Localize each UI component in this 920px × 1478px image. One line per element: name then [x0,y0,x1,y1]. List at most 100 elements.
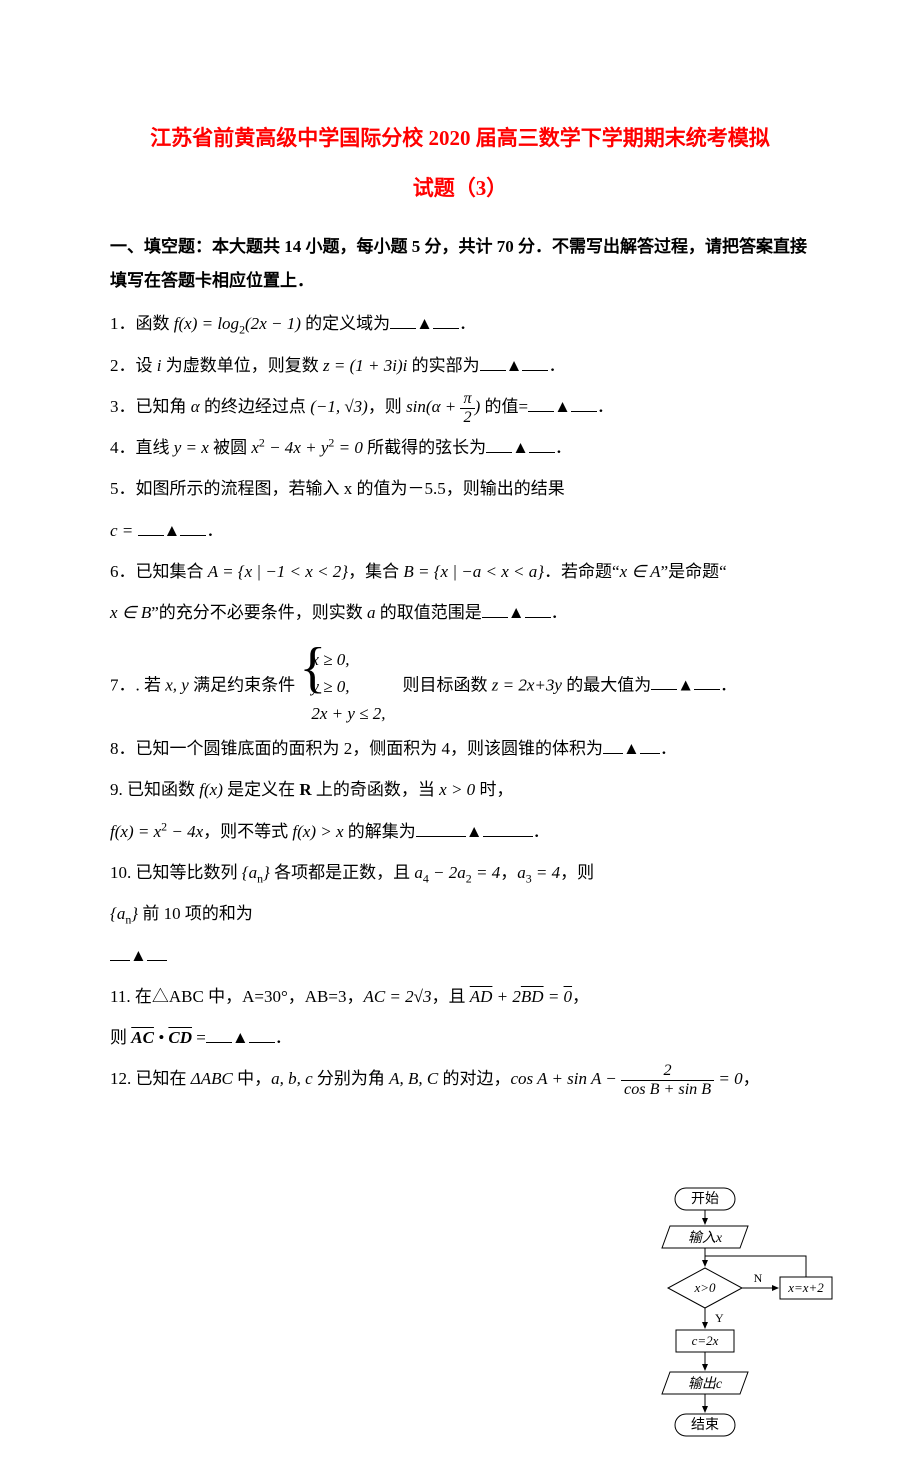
q9-R: R [299,780,311,799]
q3-post: 的值= [480,397,528,416]
q6-mid3: ”是命题“ [661,562,727,581]
q12-mid1: 中， [233,1069,271,1088]
question-5: 5．如图所示的流程图，若输入 x 的值为－5.5，则输出的结果 [110,469,810,508]
q4-circle: x2 − 4x + y2 = 0 [251,438,363,457]
q10-an: {an} [242,863,270,882]
fc-yes: Y [715,1311,724,1325]
q2-post: 的实部为 [407,356,479,375]
blank [522,353,548,371]
q3-alpha: α [191,397,200,416]
q11-post: ， [572,987,589,1006]
blank [640,736,660,754]
flowchart: 开始 输入x x>0 N x=x+2 Y c=2x [630,1184,840,1478]
blank [486,435,512,453]
question-10b: {an} 前 10 项的和为 [110,894,810,934]
q11-mid: ，且 [431,987,469,1006]
q10b-an: {an} [110,904,138,923]
q12-pre: 12. 已知在 [110,1069,191,1088]
q4-pre: 4．直线 [110,438,174,457]
q12-eq: cos A + sin A − 2cos B + sin B = 0 [511,1069,743,1088]
q12-abc: ΔABC [191,1069,233,1088]
q6-A: A = {x | −1 < x < 2} [208,562,348,581]
fc-end: 结束 [691,1417,719,1433]
q9-mid3: 时， [475,780,513,799]
q9-post: 的解集为 [344,822,416,841]
blank [110,943,130,961]
q4-post: 所截得的弦长为 [363,438,486,457]
question-7: 7．. 若 x, y 满足约束条件 { x ≥ 0, y ≥ 0, 2x + y… [110,646,810,728]
blank [433,311,459,329]
blank [571,394,597,412]
q12-sides: a, b, c [271,1069,313,1088]
section-header: 一、填空题：本大题共 14 小题，每小题 5 分，共计 70 分．不需写出解答过… [110,230,810,298]
blank-marker: ▲ [508,603,525,622]
q6-mid4: ”的充分不必要条件，则实数 [151,603,367,622]
q12-angles: A, B, C [389,1069,438,1088]
q11-ac: AC = 2√3 [363,987,431,1006]
q11b-pre: 则 [110,1028,131,1047]
question-8: 8．已知一个圆锥底面的面积为 2，侧面积为 4，则该圆锥的体积为▲． [110,729,810,768]
q3-mid2: ，则 [368,397,406,416]
exam-subtitle: 试题（3） [110,164,810,212]
blank [603,736,623,754]
q3-pre: 3．已知角 [110,397,191,416]
q11b-vec: AC • CD [131,1028,192,1047]
fc-input: 输入x [688,1230,723,1246]
question-9: 9. 已知函数 f(x) 是定义在 R 上的奇函数，当 x > 0 时， [110,770,810,809]
blank [480,353,506,371]
q7-mid2: 则目标函数 [386,675,492,694]
blank-marker: ▲ [677,675,694,694]
blank-marker: ▲ [512,438,529,457]
q3-sin: sin(α + π2) [406,397,480,416]
q6-xb: x ∈ B [110,603,151,622]
question-3: 3．已知角 α 的终边经过点 (−1, √3)，则 sin(α + π2) 的值… [110,387,810,426]
q12-mid2: 分别为角 [313,1069,390,1088]
q10-mid1: 各项都是正数，且 [270,863,415,882]
blank [482,600,508,618]
q6-a2: a [367,603,376,622]
q7-post: 的最大值为 [562,675,651,694]
q2-pre: 2．设 [110,356,157,375]
q5-text: 5．如图所示的流程图，若输入 x 的值为－5.5，则输出的结果 [110,479,565,498]
blank [416,819,466,837]
blank [180,518,206,536]
blank [525,600,551,618]
blank-marker: ▲ [232,1028,249,1047]
q7-pre: 7．. 若 [110,675,165,694]
blank [528,394,554,412]
q9-cond: x > 0 [439,780,475,799]
q7-xy: x, y [165,675,189,694]
fc-output: 输出c [688,1376,723,1392]
question-12: 12. 已知在 ΔABC 中，a, b, c 分别为角 A, B, C 的对边，… [110,1059,810,1098]
blank [138,518,164,536]
q11-pre: 11. 在△ABC 中，A=30°，AB=3， [110,987,363,1006]
question-10: 10. 已知等比数列 {an} 各项都是正数，且 a4 − 2a2 = 4，a3… [110,853,810,893]
question-9b: f(x) = x2 − 4x，则不等式 f(x) > x 的解集为▲． [110,812,810,851]
q9-mid4: ，则不等式 [203,822,292,841]
question-2: 2．设 i 为虚数单位，则复数 z = (1 + 3i)i 的实部为▲． [110,346,810,385]
blank [529,435,555,453]
q1-pre: 1．函数 [110,314,174,333]
questions-area: 1．函数 f(x) = log2(2x − 1) 的定义域为▲． 2．设 i 为… [110,304,810,1099]
q10-pre: 10. 已知等比数列 [110,863,242,882]
q3-mid1: 的终边经过点 [200,397,311,416]
question-5b: c = ▲． [110,511,810,550]
blank-marker: ▲ [416,314,433,333]
question-6: 6．已知集合 A = {x | −1 < x < 2}，集合 B = {x | … [110,552,810,591]
q11b-post: = [192,1028,206,1047]
q9-fx: f(x) = x2 − 4x [110,822,203,841]
q7-z: z = 2x+3y [492,675,562,694]
q4-line: y = x [174,438,209,457]
blank-marker: ▲ [554,397,571,416]
q9-pre: 9. 已知函数 [110,780,199,799]
q7-mid: 满足约束条件 [189,675,300,694]
q6-mid2: ．若命题“ [544,562,620,581]
q12-mid3: 的对边， [438,1069,510,1088]
q8-text: 8．已知一个圆锥底面的面积为 2，侧面积为 4，则该圆锥的体积为 [110,739,603,758]
q10b-post: 前 10 项的和为 [138,904,253,923]
q10-e1: a4 − 2a2 = 4 [414,863,500,882]
fc-start: 开始 [691,1191,719,1207]
blank [694,672,720,690]
q9-ineq: f(x) > x [292,822,343,841]
blank-marker: ▲ [130,946,147,965]
